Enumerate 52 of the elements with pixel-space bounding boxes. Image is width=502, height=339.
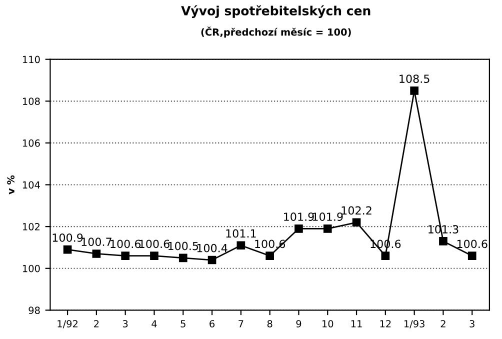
data-label: 101.9 xyxy=(284,212,314,221)
x-tick-label: 8 xyxy=(267,320,272,328)
y-tick-label: 102 xyxy=(22,223,40,230)
x-tick-label: 12 xyxy=(380,320,391,328)
point xyxy=(236,241,246,250)
point xyxy=(92,250,101,258)
x-tick-label: 2 xyxy=(440,320,446,328)
x-tick-label: 11 xyxy=(351,320,362,328)
x-tick-label: 7 xyxy=(238,320,244,328)
y-tick-label: 98 xyxy=(28,306,40,314)
x-tick-label: 6 xyxy=(210,320,215,328)
point xyxy=(150,252,158,260)
data-label: 100.6 xyxy=(140,240,170,248)
data-label: 100.9 xyxy=(52,233,83,242)
y-tick-label: 106 xyxy=(22,139,40,147)
x-tick-label: 1/93 xyxy=(404,320,424,328)
point xyxy=(63,245,72,254)
data-label: 102.2 xyxy=(342,206,372,215)
chart-title: Vývoj spotřebitelských cen xyxy=(181,5,370,18)
y-tick-label: 104 xyxy=(22,181,40,189)
chart-subtitle: (ČR,předchozí měsíc = 100) xyxy=(201,26,351,38)
point xyxy=(208,256,216,264)
y-tick-label: 110 xyxy=(22,56,40,64)
data-label: 100.5 xyxy=(168,242,198,250)
point xyxy=(381,252,390,260)
y-tick-label: 108 xyxy=(22,98,40,105)
x-tick-label: 1/92 xyxy=(58,320,78,328)
point xyxy=(352,218,361,227)
point xyxy=(266,252,274,260)
data-label: 100.7 xyxy=(82,238,112,246)
point xyxy=(178,254,188,262)
data-label: 100.4 xyxy=(197,244,228,252)
y-axis-title: v % xyxy=(7,175,14,194)
point xyxy=(468,252,476,260)
data-label: 108.5 xyxy=(400,74,430,83)
y-tick-label: 100 xyxy=(22,264,40,272)
point xyxy=(410,86,418,95)
x-tick-label: 3 xyxy=(122,320,128,328)
data-label: 100.6 xyxy=(110,240,141,248)
point xyxy=(439,237,448,246)
data-label: 101.1 xyxy=(226,229,256,238)
x-tick-label: 4 xyxy=(152,320,157,328)
point xyxy=(121,252,130,260)
x-tick-label: 3 xyxy=(470,320,474,328)
point xyxy=(323,224,332,233)
x-tick-label: 5 xyxy=(180,320,186,328)
data-label: 101.9 xyxy=(312,212,343,221)
x-tick-label: 10 xyxy=(322,320,334,328)
x-tick-label: 9 xyxy=(296,320,302,328)
x-tick-label: 2 xyxy=(94,320,99,328)
data-label: 100.6 xyxy=(457,240,488,248)
point xyxy=(294,224,303,233)
